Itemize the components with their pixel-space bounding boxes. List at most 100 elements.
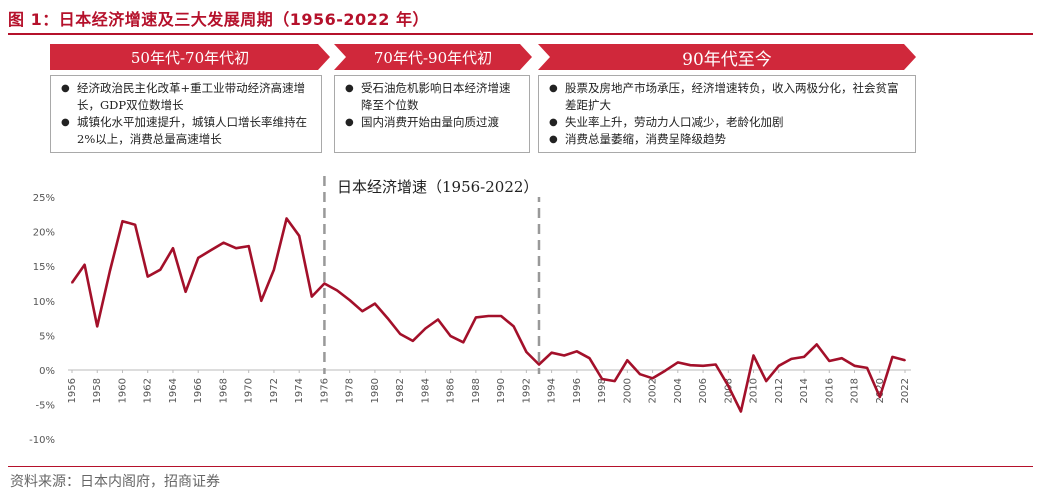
data-point — [336, 289, 338, 292]
chart-title: 日本经济增速（1956-2022） — [333, 176, 543, 197]
data-point — [235, 247, 237, 250]
data-point — [639, 373, 641, 376]
data-point — [134, 223, 137, 226]
x-tick-label: 1978 — [345, 378, 356, 403]
x-tick-label: 2002 — [648, 378, 659, 403]
data-point — [525, 351, 528, 353]
x-tick-label: 1960 — [117, 378, 128, 403]
era-1-description: 经济政治民主化改革+重工业带动经济高速增长，GDP双位数增长 城镇化水平加速提升… — [50, 75, 322, 153]
data-point — [260, 299, 263, 302]
data-point — [310, 295, 313, 298]
data-point — [575, 350, 578, 353]
data-point — [500, 315, 503, 317]
data-point — [386, 317, 389, 319]
data-point — [121, 220, 124, 223]
data-point — [815, 343, 818, 346]
y-tick-label: 0% — [39, 366, 55, 377]
era-banner-2-fill — [334, 44, 532, 70]
x-tick-label: 2010 — [749, 378, 760, 403]
era-1-bullet: 经济政治民主化改革+重工业带动经济高速增长，GDP双位数增长 — [61, 80, 313, 114]
x-tick-label: 2022 — [900, 378, 911, 403]
data-point — [563, 354, 566, 357]
data-point — [285, 217, 288, 220]
era-banner-3-shape — [538, 44, 916, 70]
data-point — [361, 310, 364, 313]
data-point — [601, 378, 603, 380]
data-point — [676, 361, 679, 364]
era-3-bullet: 失业率上升，劳动力人口减少，老龄化加剧 — [549, 114, 907, 131]
footer-rule — [8, 466, 1033, 467]
data-point — [474, 316, 477, 319]
data-point — [449, 335, 452, 337]
era-2-bullet: 国内消费开始由量向质过渡 — [345, 114, 521, 131]
era-3-bullets: 股票及房地产市场承压，经济增速转负，收入两极分化，社会贫富差距扩大 失业率上升，… — [549, 80, 907, 148]
data-point — [437, 318, 439, 321]
x-tick-label: 1984 — [420, 378, 431, 403]
data-point — [613, 380, 616, 382]
figure-title: 图 1：日本经济增速及三大发展周期（1956-2022 年） — [8, 10, 429, 29]
y-tick-label: 25% — [33, 193, 55, 204]
data-point — [651, 377, 654, 380]
data-point — [538, 363, 540, 366]
era-banner-1: 50年代-70年代初 — [50, 44, 330, 70]
data-point — [487, 315, 490, 317]
y-tick-label: 10% — [33, 297, 55, 308]
era-3-description: 股票及房地产市场承压，经济增速转负，收入两极分化，社会贫富差距扩大 失业率上升，… — [538, 75, 916, 153]
x-tick-label: 2016 — [824, 378, 835, 403]
gdp-growth-chart: -10% -5% 0% 5% 10% 15% 20% 25% 1956 1958 1960 1962 1… — [29, 170, 911, 446]
era-2-bullets: 受石油危机影响日本经济增速降至个位数 国内消费开始由量向质过渡 — [345, 80, 521, 131]
data-point — [399, 333, 402, 335]
data-point — [714, 363, 717, 366]
title-rule — [8, 33, 1033, 35]
x-tick-label: 1980 — [370, 378, 381, 403]
data-point — [222, 241, 225, 244]
x-tick-label: 1964 — [168, 378, 179, 403]
x-tick-label: 1974 — [294, 378, 305, 403]
data-point — [411, 340, 414, 342]
data-point — [866, 367, 869, 369]
x-tick-label: 2014 — [799, 378, 810, 403]
data-point — [424, 327, 427, 330]
x-tick-label: 1994 — [547, 378, 558, 403]
x-tick-label: 1958 — [92, 378, 103, 403]
x-tick-label: 1972 — [269, 378, 280, 403]
data-point — [83, 263, 86, 266]
x-tick-label: 1990 — [496, 378, 507, 403]
era-1-bullets: 经济政治民主化改革+重工业带动经济高速增长，GDP双位数增长 城镇化水平加速提升… — [61, 80, 313, 148]
era-banner-3-fill — [538, 44, 916, 70]
x-tick-label: 1996 — [572, 378, 583, 403]
data-point — [765, 380, 768, 382]
data-point — [374, 302, 376, 305]
data-point — [588, 357, 591, 360]
data-point — [740, 410, 742, 413]
data-point — [664, 369, 667, 372]
era-banner-3: 90年代至今 — [538, 44, 916, 70]
x-tick-label: 1970 — [244, 378, 255, 403]
data-point — [689, 364, 692, 367]
data-point — [840, 357, 843, 360]
data-point — [348, 299, 351, 302]
x-tick-label: 1962 — [143, 378, 154, 403]
x-tick-label: 1986 — [446, 378, 457, 403]
era-2-label: 70年代-90年代初 — [373, 48, 493, 67]
x-tick-label: 2018 — [850, 378, 861, 403]
data-point — [146, 275, 149, 278]
era-3-bullet: 消费总量萎缩，消费呈降级趋势 — [549, 131, 907, 148]
data-point — [904, 359, 906, 362]
data-point — [184, 290, 187, 293]
data-point — [702, 364, 704, 367]
data-point — [96, 325, 99, 328]
y-tick-label: -5% — [36, 401, 55, 412]
data-point — [462, 341, 465, 344]
x-tick-label: 2004 — [673, 378, 684, 403]
x-tick-label: 1956 — [67, 378, 78, 403]
era-2-bullet: 受石油危机影响日本经济增速降至个位数 — [345, 80, 521, 114]
era-2-description: 受石油危机影响日本经济增速降至个位数 国内消费开始由量向质过渡 — [334, 75, 530, 153]
y-tick-label: -10% — [29, 435, 55, 446]
x-tick-label: 1998 — [597, 378, 608, 403]
data-point — [298, 234, 301, 237]
y-tick-label: 20% — [33, 228, 55, 239]
x-tick-label: 2008 — [723, 378, 734, 403]
x-tick-label: 2000 — [622, 378, 633, 403]
x-tick-label: 2006 — [698, 378, 709, 403]
